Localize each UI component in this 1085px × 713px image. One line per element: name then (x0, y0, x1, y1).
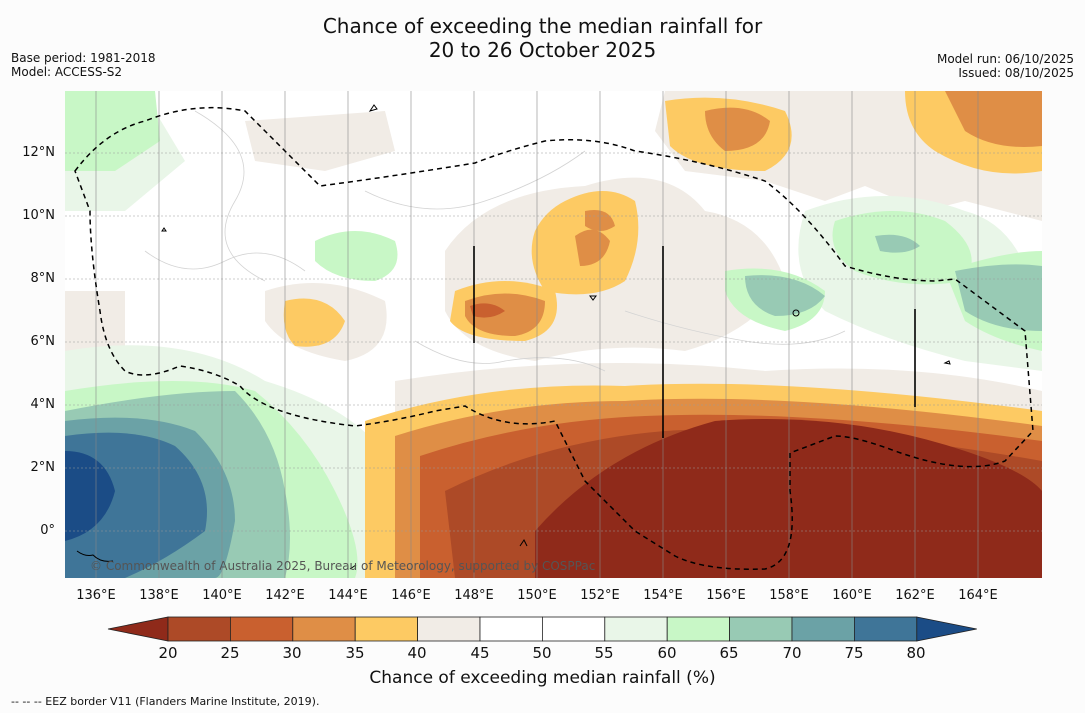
cbar-arrow-low (107, 616, 169, 642)
cbar-segment (479, 616, 543, 642)
boundary-lines (473, 246, 916, 438)
lon-label-150e: 150°E (517, 588, 557, 603)
eez-source-note: -- -- -- EEZ border V11 (Flanders Marine… (11, 695, 320, 708)
lon-label-156e: 156°E (706, 588, 746, 603)
lon-label-140e: 140°E (202, 588, 242, 603)
cbar-tick-30: 30 (282, 644, 302, 662)
contour-lines (144, 110, 846, 372)
cbar-segment (292, 616, 356, 642)
rainfall-map (65, 91, 1042, 578)
lon-label-164e: 164°E (958, 588, 998, 603)
cbar-segment (167, 616, 231, 642)
cbar-tick-55: 55 (594, 644, 614, 662)
islands (76, 104, 951, 570)
cbar-arrow-high (916, 616, 977, 642)
map-canvas (65, 91, 1042, 578)
cbar-tick-80: 80 (906, 644, 926, 662)
model-name: Model: ACCESS-S2 (11, 65, 123, 79)
cbar-tick-35: 35 (345, 644, 365, 662)
cbar-segment (229, 616, 294, 642)
cbar-tick-60: 60 (657, 644, 677, 662)
cbar-tick-25: 25 (220, 644, 240, 662)
model-run: Model run: 06/10/2025 (936, 52, 1074, 66)
lat-label-8n: 8°N (30, 271, 56, 286)
meta-left: Base period: 1981-2018 Model: ACCESS-S2 (11, 51, 156, 79)
lon-label-160e: 160°E (832, 588, 872, 603)
cbar-segment (854, 616, 918, 642)
map-title: Chance of exceeding the median rainfall … (0, 14, 1085, 62)
cbar-segment (354, 616, 418, 642)
lon-label-136e: 136°E (76, 588, 116, 603)
cbar-tick-45: 45 (470, 644, 490, 662)
lon-label-148e: 148°E (454, 588, 494, 603)
cbar-tick-50: 50 (532, 644, 552, 662)
lat-label-0: 0° (40, 523, 55, 538)
lon-label-146e: 146°E (391, 588, 431, 603)
cbar-segment (791, 616, 855, 642)
issued-date: Issued: 08/10/2025 (958, 66, 1074, 80)
cbar-segment (417, 616, 481, 642)
cbar-segment (541, 616, 606, 642)
meridians (95, 91, 979, 578)
cbar-tick-65: 65 (719, 644, 739, 662)
lon-label-152e: 152°E (580, 588, 620, 603)
graticule (65, 152, 1042, 532)
lat-label-12n: 12°N (22, 145, 55, 160)
copyright-text: © Commonwealth of Australia 2025, Bureau… (90, 559, 596, 573)
cbar-segment (729, 616, 793, 642)
eez-border (74, 106, 1034, 570)
title-line-2: 20 to 26 October 2025 (428, 38, 657, 62)
cbar-segment (666, 616, 731, 642)
lon-label-138e: 138°E (139, 588, 179, 603)
lat-label-2n: 2°N (30, 460, 56, 475)
base-period: Base period: 1981-2018 (11, 51, 156, 65)
title-line-1: Chance of exceeding the median rainfall … (322, 14, 763, 38)
cbar-tick-20: 20 (158, 644, 178, 662)
band-80-plus (65, 451, 115, 541)
lat-label-10n: 10°N (22, 208, 55, 223)
lat-label-4n: 4°N (30, 397, 56, 412)
lon-label-162e: 162°E (895, 588, 935, 603)
lat-label-6n: 6°N (30, 334, 56, 349)
cbar-tick-75: 75 (844, 644, 864, 662)
lon-label-144e: 144°E (328, 588, 368, 603)
cbar-segment (604, 616, 668, 642)
cbar-tick-40: 40 (407, 644, 427, 662)
meta-right: Model run: 06/10/2025 Issued: 08/10/2025 (937, 52, 1074, 80)
lon-label-158e: 158°E (769, 588, 809, 603)
cbar-tick-70: 70 (782, 644, 802, 662)
colorbar-title: Chance of exceeding median rainfall (%) (369, 668, 716, 688)
lon-label-142e: 142°E (265, 588, 305, 603)
colorbar (107, 616, 977, 642)
lon-label-154e: 154°E (643, 588, 683, 603)
